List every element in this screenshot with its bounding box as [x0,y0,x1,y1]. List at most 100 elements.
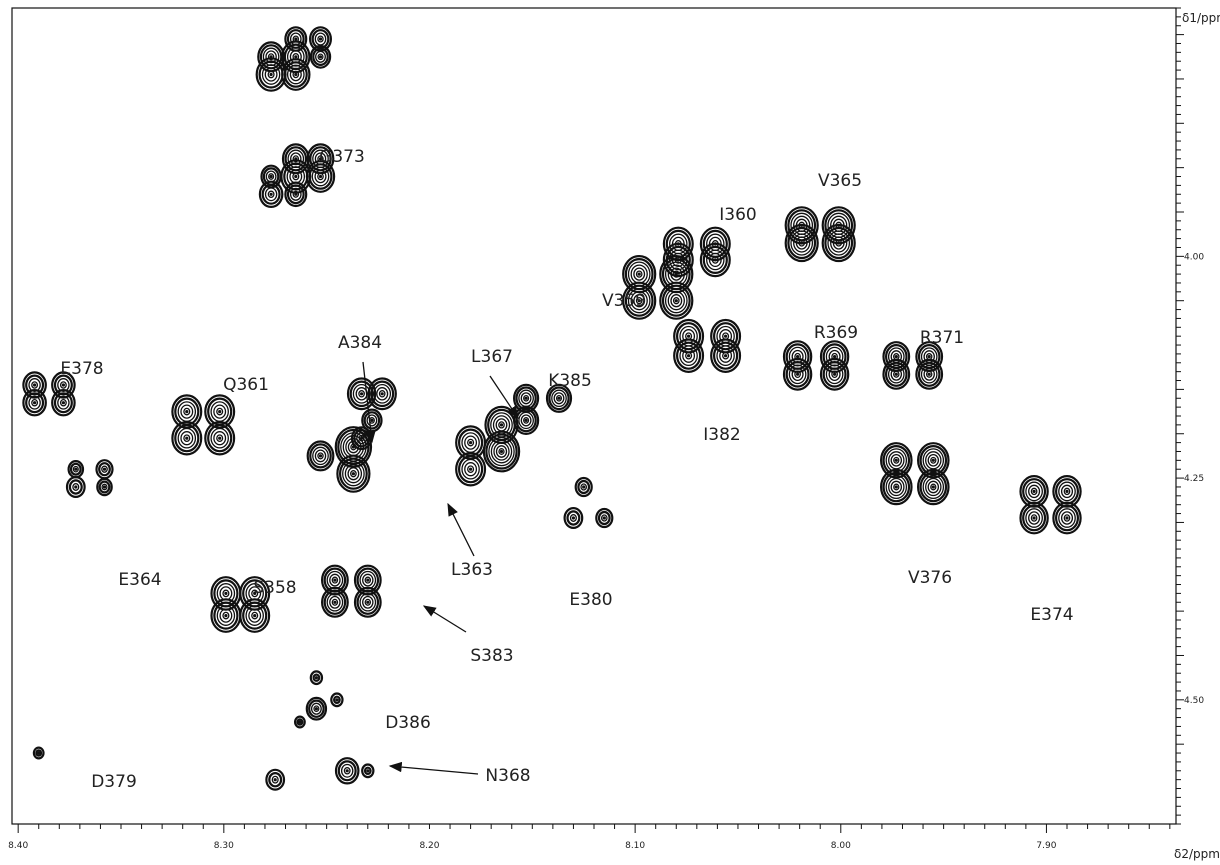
contour-ring [887,365,905,384]
contour-ring [317,172,324,181]
peak-g373 [258,143,336,208]
peak-component [171,420,203,456]
peak-center-dot [1065,516,1069,520]
contour-ring [177,427,197,449]
contour-ring [566,510,581,526]
peak-center-dot [333,600,337,604]
contour-ring [633,267,646,281]
contour-ring [830,233,848,253]
contour-ring [289,67,302,82]
peak-d386 [294,670,344,729]
peak-center-dot [318,454,323,458]
x-tick-label: 8.00 [831,841,851,851]
contour-ring [337,760,357,782]
peak-center-dot [894,355,898,359]
contour-ring [101,465,108,473]
contour-ring [72,465,79,473]
contour-ring [183,434,191,443]
contour-ring [331,598,339,606]
contour-ring [719,348,733,363]
y-tick-label: 4.50 [1184,696,1204,706]
contour-ring [1054,504,1079,532]
peak-center-dot [724,334,728,338]
contour-ring [888,477,905,497]
peak-component [239,598,271,633]
contour-ring [493,442,510,461]
peak-component [1052,501,1082,535]
peak-center-dot [837,241,841,245]
contour-ring [28,395,41,410]
contour-ring [353,586,382,618]
x-tick-label: 7.90 [1036,841,1056,851]
contour-ring [882,444,911,476]
x-tick-label: 8.20 [419,841,439,851]
peak-center-dot [1032,489,1036,493]
contour-ring [832,236,845,250]
contour-ring [827,230,851,256]
contour-ring [251,611,259,620]
peak-component [699,242,731,278]
x-axis: 8.40 8.30 8.20 8.10 8.00 7.90 [8,824,1171,851]
peak-center-dot [318,55,323,59]
contour-ring [635,270,643,278]
contour-ring [310,702,322,715]
contour-ring [271,775,279,784]
contour-ring [312,47,329,66]
peak-v376 [879,442,950,506]
contour-ring [467,465,475,474]
contour-ring [258,60,284,89]
contour-ring [367,377,397,411]
contour-ring [326,593,344,612]
contour-ring [819,357,850,391]
contour-ring [216,434,224,443]
peak-center-dot [185,410,189,414]
peak-center-dot [269,192,273,196]
peak-label-s358: S358 [253,578,296,598]
contour-ring [784,223,819,263]
contour-ring [1030,514,1038,522]
peak-q361 [171,394,236,456]
contour-ring [292,172,300,181]
contour-ring [490,439,513,464]
contour-ring [788,346,807,367]
peak-center-dot [833,372,837,376]
peak-annotations: G373 V365 I360 V359 I382 R369 R371 V376 E374 E378… [60,147,1073,792]
peak-label-g373: G373 [319,147,365,167]
contour-ring [622,281,657,320]
x-tick-label: 8.40 [8,841,28,851]
contour-ring [791,367,804,382]
contour-ring [672,297,680,305]
contour-ring [286,64,305,85]
peak-center-dot [894,458,898,462]
peak-center-dot [294,55,298,59]
peak-component [659,281,694,320]
contour-ring [824,226,854,260]
peak-center-dot [298,720,302,724]
contour-ring [68,479,83,495]
peak-k385 [512,383,573,435]
peak-r369 [782,340,850,391]
contour-ring [667,291,685,311]
contour-ring [523,417,530,424]
contour-ring [795,236,808,250]
peak-label-e374: E374 [1030,605,1073,625]
contour-ring [286,46,305,67]
contour-ring [790,230,814,256]
contour-ring [464,462,478,477]
peak-component [784,223,819,263]
contour-ring [915,358,944,390]
contour-ring [1028,484,1041,499]
contour-ring [312,673,321,682]
contour-ring [930,456,937,464]
contour-ring [884,361,908,387]
contour-ring [313,705,320,713]
peak-component [455,451,487,487]
contour-ring [520,392,532,405]
peak-label-e378: E378 [60,359,103,379]
contour-ring [923,367,935,381]
peak-s358 [210,576,271,633]
contour-ring [882,471,911,503]
contour-ring [57,378,70,392]
contour-ring [600,514,608,522]
